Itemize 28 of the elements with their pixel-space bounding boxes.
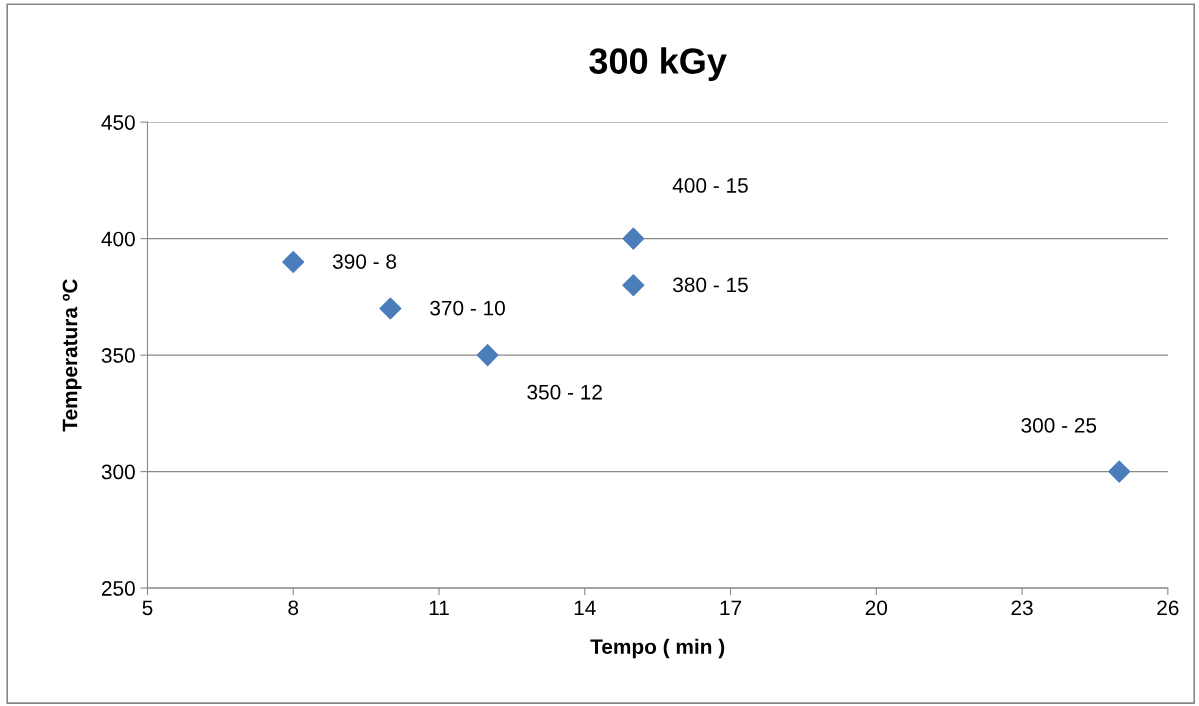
annotation: 350 - 12 [527, 384, 602, 400]
x-tick-label: 20 [865, 600, 888, 616]
x-tick-label: 23 [1011, 600, 1033, 616]
point [282, 250, 305, 273]
y-tick-label: 300 [101, 464, 135, 480]
y-axis-title: Temperatura ºC [62, 279, 82, 432]
x-tick-label: 5 [142, 600, 153, 616]
point [1108, 460, 1131, 483]
x-tick-label: 8 [288, 600, 299, 616]
point [622, 274, 645, 297]
y-tick-label: 400 [101, 231, 135, 247]
point [476, 344, 499, 367]
point [622, 227, 645, 250]
annotation: 300 - 25 [1021, 418, 1097, 433]
y-tick-label: 250 [101, 581, 135, 596]
y-tick-label: 350 [101, 348, 135, 363]
annotation: 400 - 15 [672, 178, 748, 193]
annotation: 370 - 10 [430, 300, 505, 316]
x-tick-label: 14 [574, 600, 596, 615]
chart-title: 300 kGy [589, 47, 727, 82]
annotation: 390 - 8 [332, 254, 397, 269]
point [379, 297, 402, 320]
x-axis-title: Tempo ( min ) [590, 638, 725, 659]
x-tick-label: 17 [720, 600, 742, 615]
x-tick-label: 11 [429, 600, 449, 615]
y-tick-label: 450 [101, 115, 135, 130]
x-tick-label: 26 [1157, 600, 1179, 616]
annotation: 380 - 15 [673, 277, 748, 293]
